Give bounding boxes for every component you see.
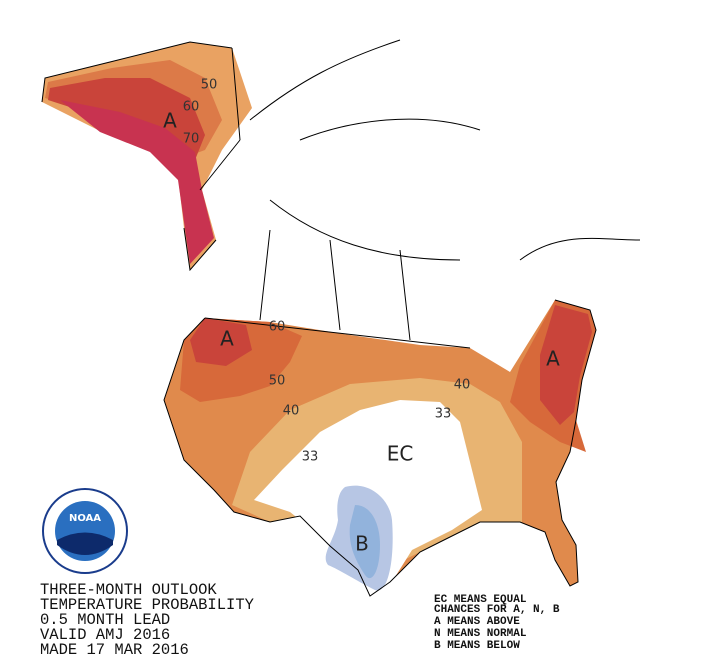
below-40 [349,505,380,579]
category-label: A [220,327,234,351]
prob-60-70 [540,305,592,425]
legend-line: CHANCES FOR A, N, B [434,604,560,616]
coastline [41,41,597,597]
prob-70 [60,100,214,264]
contour-label: 33 [302,450,319,465]
prob-60-70 [190,318,252,366]
contour-label: 60 [269,320,286,335]
contour-label: 50 [201,78,218,93]
logo-wave [57,532,113,555]
contour-label: 60 [183,100,200,115]
category-label: A [546,347,560,371]
legend-line: B MEANS BELOW [434,640,520,652]
logo-text: NOAA [69,513,101,524]
contour-label: 40 [283,404,300,419]
legend-line: EC MEANS EQUAL [434,594,527,606]
contour-label: 50 [269,374,286,389]
title-line: VALID AMJ 2016 [40,626,170,644]
contour-label: 70 [183,132,200,147]
title-line: MADE 17 MAR 2016 [40,641,189,659]
contour-label: 33 [435,407,452,422]
category-label: A [163,109,177,133]
border [199,39,641,349]
category-label: EC [387,442,414,466]
legend-line: N MEANS NORMAL [434,628,527,640]
title-line: THREE-MONTH OUTLOOK [40,581,217,599]
legend-line: A MEANS ABOVE [434,616,520,628]
title-line: TEMPERATURE PROBABILITY [40,596,255,614]
contour-label: 40 [454,378,471,393]
title-line: 0.5 MONTH LEAD [40,611,170,629]
category-label: B [355,532,369,556]
